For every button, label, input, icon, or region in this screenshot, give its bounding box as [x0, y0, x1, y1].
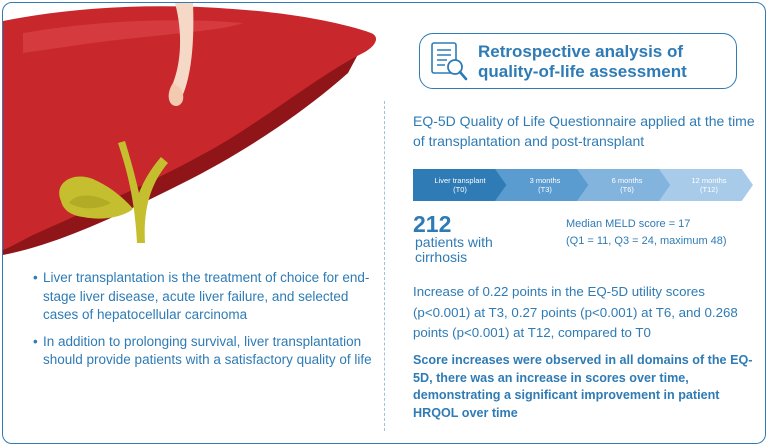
- bullet-text: In addition to prolonging survival, live…: [43, 333, 372, 368]
- ligament-drop: [168, 83, 184, 107]
- divider-line: [384, 101, 385, 431]
- timeline-step-t6: 6 months (T6): [577, 169, 671, 201]
- timeline-step-label: 6 months: [611, 176, 643, 185]
- bullet-item: • In addition to prolonging survival, li…: [33, 333, 377, 370]
- liver-illustration: [3, 3, 377, 255]
- bullet-marker: •: [33, 270, 38, 285]
- questionnaire-text: EQ-5D Quality of Life Questionnaire appl…: [413, 113, 755, 149]
- patient-label: patients with cirrhosis: [415, 234, 493, 265]
- timeline-step-label: Liver transplant: [434, 176, 486, 185]
- timeline-step-t12: 12 months (T12): [659, 169, 753, 201]
- bullet-list: • Liver transplantation is the treatment…: [33, 269, 377, 370]
- timeline-step-code: (T3): [538, 185, 552, 194]
- meld-score: Median MELD score = 17 (Q1 = 11, Q3 = 24…: [566, 216, 761, 250]
- scores-conclusion-text: Score increases were observed in all dom…: [413, 353, 753, 420]
- bullet-item: • Liver transplantation is the treatment…: [33, 269, 377, 325]
- bullet-marker: •: [33, 333, 38, 349]
- gallbladder-shade: [69, 195, 111, 209]
- timeline-step-code: (T6): [620, 185, 634, 194]
- meld-range: (Q1 = 11, Q3 = 24, maximum 48): [566, 235, 727, 247]
- timeline: Liver transplant (T0) 3 months (T3) 6 mo…: [413, 169, 753, 201]
- timeline-step-code: (T0): [453, 185, 467, 194]
- timeline-step-t0: Liver transplant (T0): [413, 169, 507, 201]
- bullet-text: Liver transplantation is the treatment o…: [43, 270, 370, 322]
- title-box: Retrospective analysis of quality-of-lif…: [419, 33, 737, 89]
- timeline-step-label: 12 months: [691, 176, 727, 185]
- meld-median: Median MELD score = 17: [566, 218, 691, 230]
- page-title: Retrospective analysis of quality-of-lif…: [478, 42, 687, 81]
- utility-increase-text: Increase of 0.22 points in the EQ-5D uti…: [413, 284, 738, 340]
- document-magnifier-icon: [431, 42, 468, 81]
- timeline-step-t3: 3 months (T3): [495, 169, 589, 201]
- timeline-step-code: (T12): [700, 185, 718, 194]
- patient-count: 212: [413, 211, 452, 237]
- bile-ducts: [118, 141, 168, 243]
- falciform-ligament: [171, 3, 194, 101]
- timeline-step-label: 3 months: [529, 176, 561, 185]
